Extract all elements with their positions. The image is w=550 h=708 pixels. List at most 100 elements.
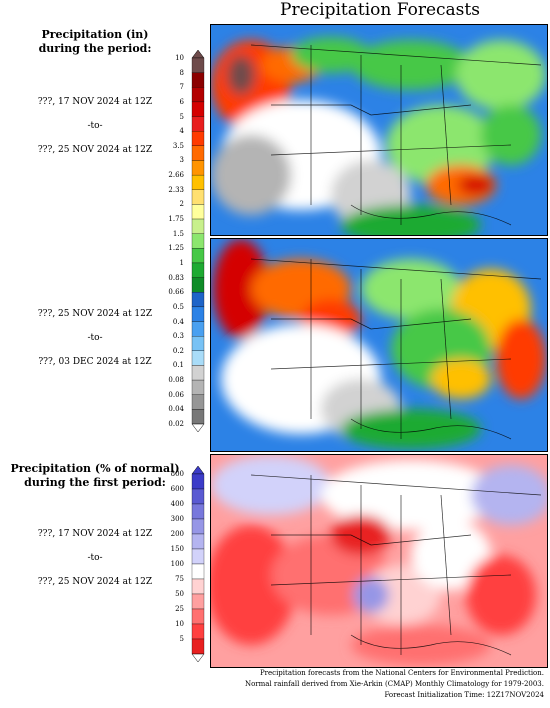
colorbar-tick-label: 10: [175, 54, 184, 62]
colorbar-swatch: [191, 365, 205, 381]
colorbar-tick-label: 6: [179, 97, 184, 106]
colorbar-tick-label: 25: [175, 605, 184, 613]
legend-top-heading: Precipitation (in) during the period:: [0, 28, 190, 56]
colorbar-tick-label: 3: [179, 156, 184, 165]
colorbar-tick-label: 600: [170, 485, 184, 493]
colorbar-tick-label: 400: [170, 500, 184, 508]
colorbar-arrow-bottom: [191, 653, 205, 662]
period-1-sep: -to-: [87, 121, 103, 131]
colorbar-swatch: [191, 57, 205, 73]
colorbar-tick-label: 75: [175, 575, 184, 583]
map-panel-period-1: [210, 24, 548, 236]
period-2-end: ???, 03 DEC 2024 at 12Z: [38, 357, 152, 367]
colorbar-swatch: [191, 608, 205, 625]
colorbar-tick-label: 8: [179, 68, 184, 77]
colorbar-swatch: [191, 548, 205, 565]
colorbar-swatch: [191, 101, 205, 117]
colorbar-swatch: [191, 321, 205, 337]
colorbar-swatch: [191, 145, 205, 161]
colorbar-swatch: [191, 563, 205, 580]
colorbar-swatch: [191, 277, 205, 293]
footer-line-2: Normal rainfall derived from Xie-Arkin (…: [244, 680, 544, 688]
period-3-end: ???, 25 NOV 2024 at 12Z: [37, 577, 153, 587]
colorbar-swatch: [191, 218, 205, 234]
period-1-end: ???, 25 NOV 2024 at 12Z: [37, 145, 153, 155]
colorbar-swatch: [191, 87, 205, 103]
colorbar-tick-label: 200: [170, 530, 184, 538]
colorbar-swatch: [191, 394, 205, 410]
colorbar-arrow-bottom: [191, 423, 205, 432]
colorbar-tick-label: 100: [170, 560, 184, 568]
colorbar-swatch: [191, 623, 205, 640]
precip-colorbar-labels: 10 8 7 6 5 4 3.5 3 2.66 2.33 2 1.75 1.5 1.25 1 0.83 0.66…: [158, 50, 184, 432]
colorbar-swatch: [191, 518, 205, 535]
colorbar-swatch: [191, 503, 205, 520]
colorbar-arrow-top: [191, 466, 205, 475]
colorbar-swatch: [191, 306, 205, 322]
period-2-label: ???, 25 NOV 2024 at 12Z -to- ???, 03 DEC…: [0, 308, 190, 380]
colorbar-tick-label: 2: [179, 200, 184, 209]
colorbar-tick-label: 10: [175, 620, 184, 628]
percent-normal-colorbar-labels: 800 600 400 300 200 150 100 75 50 25 10 5: [158, 466, 184, 662]
colorbar-tick-label: 150: [170, 545, 184, 553]
colorbar-tick-label: 0.66: [168, 288, 184, 297]
colorbar-swatch: [191, 533, 205, 550]
colorbar-swatch: [191, 160, 205, 176]
colorbar-tick-label: 0.1: [172, 361, 184, 370]
footer-line-1: Precipitation forecasts from the Nationa…: [259, 669, 544, 677]
colorbar-tick-label: 5: [179, 635, 184, 643]
legend-top-heading-line1: Precipitation (in): [41, 28, 149, 41]
colorbar-tick-label: 1: [179, 258, 184, 267]
colorbar-tick-label: 0.3: [172, 332, 184, 341]
colorbar-swatch: [191, 131, 205, 146]
colorbar-swatch: [191, 578, 205, 595]
colorbar-swatch: [191, 189, 205, 205]
colorbar-tick-label: 0.08: [168, 376, 184, 385]
colorbar-swatch: [191, 379, 205, 395]
legend-bottom-heading: Precipitation (% of normal) during the f…: [0, 462, 190, 490]
colorbar-swatch: [191, 638, 205, 655]
colorbar-swatch: [191, 72, 205, 88]
colorbar-tick-label: 2.66: [168, 171, 184, 180]
colorbar-swatch: [191, 488, 205, 505]
colorbar-tick-label: 0.4: [172, 317, 184, 326]
colorbar-tick-label: 1.25: [168, 244, 184, 253]
legend-top-heading-line2: during the period:: [38, 42, 152, 55]
colorbar-swatch: [191, 336, 205, 351]
colorbar-tick-label: 0.06: [168, 390, 184, 399]
precip-colorbar: [191, 50, 205, 432]
colorbar-swatch: [191, 292, 205, 308]
colorbar-tick-label: 0.04: [168, 405, 184, 414]
colorbar-tick-label: 1.75: [168, 215, 184, 224]
map-panel-percent-normal: [210, 454, 548, 668]
colorbar-tick-label: 300: [170, 515, 184, 523]
colorbar-swatch: [191, 350, 205, 366]
colorbar-tick-label: 1.5: [172, 229, 184, 238]
colorbar-tick-label: 50: [175, 590, 184, 598]
legend-bottom-heading-line2: during the first period:: [24, 476, 166, 489]
colorbar-swatch: [191, 473, 205, 490]
period-2-sep: -to-: [87, 333, 103, 343]
colorbar-swatch: [191, 248, 205, 264]
colorbar-tick-label: 7: [179, 83, 184, 92]
footer-line-3: Forecast Initialization Time: 12Z17NOV20…: [384, 691, 544, 699]
map-panel-period-2: [210, 238, 548, 452]
colorbar-tick-label: 3.5: [172, 141, 184, 150]
percent-normal-colorbar: [191, 466, 205, 662]
period-2-start: ???, 25 NOV 2024 at 12Z: [37, 309, 153, 319]
colorbar-swatch: [191, 593, 205, 610]
colorbar-tick-label: 800: [170, 470, 184, 478]
colorbar-tick-label: 0.02: [168, 420, 184, 428]
period-3-sep: -to-: [87, 553, 103, 563]
period-3-start: ???, 17 NOV 2024 at 12Z: [37, 529, 153, 539]
colorbar-tick-label: 0.83: [168, 273, 184, 282]
period-1-start: ???, 17 NOV 2024 at 12Z: [37, 97, 153, 107]
colorbar-tick-label: 5: [179, 112, 184, 121]
period-3-label: ???, 17 NOV 2024 at 12Z -to- ???, 25 NOV…: [0, 528, 190, 600]
colorbar-swatch: [191, 262, 205, 278]
colorbar-swatch: [191, 204, 205, 220]
colorbar-tick-label: 4: [179, 127, 184, 136]
footer-credits: Precipitation forecasts from the Nationa…: [204, 668, 544, 701]
colorbar-swatch: [191, 116, 205, 132]
page-title: Precipitation Forecasts: [280, 0, 480, 20]
